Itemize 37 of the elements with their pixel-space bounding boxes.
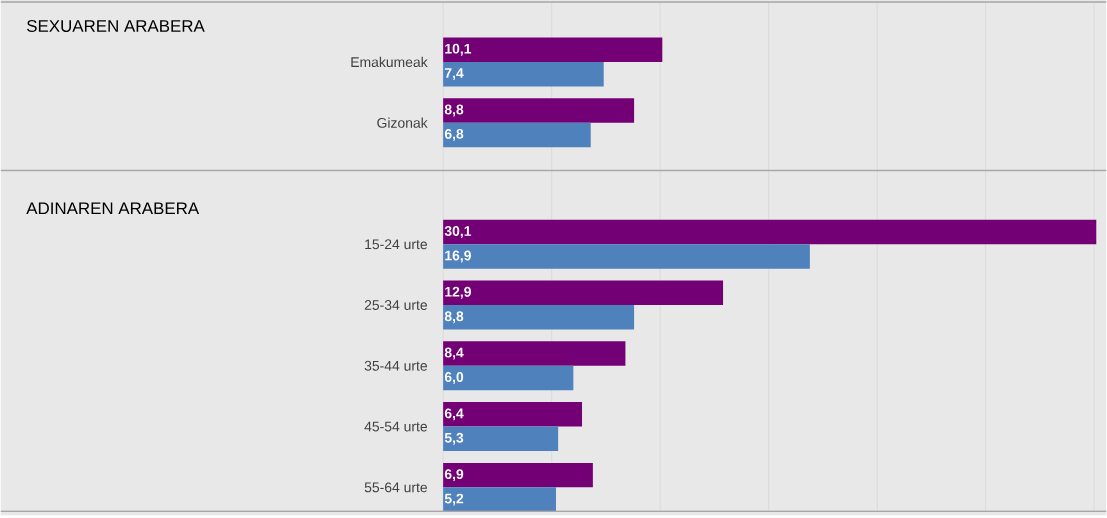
bar [443, 365, 574, 391]
bar [443, 37, 663, 62]
bar [443, 341, 626, 366]
data-label: 8,4 [444, 347, 464, 360]
bar [443, 61, 604, 87]
bar [443, 402, 583, 427]
data-label: 12,9 [445, 286, 471, 299]
bar [443, 122, 591, 148]
y-tick-label: 45-54 urte [364, 421, 428, 432]
data-label: 8,8 [444, 104, 464, 117]
text: ADINAREN ARABERA [26, 202, 200, 215]
bar [443, 219, 1097, 245]
data-label: 5,3 [444, 432, 464, 445]
y-tick-label: Gizonak [377, 117, 428, 128]
y-tick-label: 35-44 urte [364, 360, 428, 371]
data-label: 8,8 [444, 311, 464, 324]
bar [443, 304, 635, 330]
data-label: 16,9 [445, 250, 471, 263]
y-tick-label: 15-24 urte [365, 239, 428, 250]
data-label: 10,1 [445, 43, 472, 56]
bar [443, 280, 724, 305]
data-label: 6,0 [444, 372, 464, 384]
bar [443, 244, 810, 269]
y-tick-label: 25-34 urte [364, 300, 428, 310]
data-label: 5,2 [444, 493, 464, 506]
bar [443, 462, 593, 488]
data-label: 6,4 [444, 408, 464, 421]
data-label: 6,8 [444, 128, 464, 141]
bar [443, 487, 556, 512]
data-label: 7,4 [444, 68, 464, 80]
data-label: 6,9 [444, 469, 464, 481]
text: SEXUAREN ARABERA [27, 19, 205, 32]
y-tick-label: Emakumeak [351, 56, 428, 67]
bar [443, 98, 635, 123]
bar [443, 426, 559, 451]
data-label: 30,1 [444, 226, 472, 238]
y-tick-label: 55-64 urte [364, 482, 428, 493]
